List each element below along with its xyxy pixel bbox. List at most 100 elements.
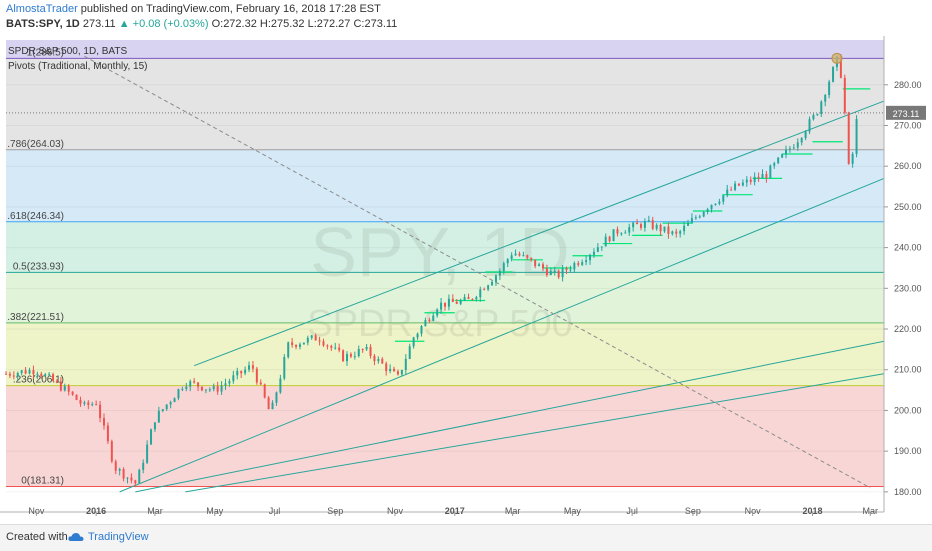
- candle-body: [773, 163, 776, 166]
- candle-body: [110, 441, 113, 462]
- candle-body: [95, 404, 98, 406]
- candle-body: [451, 298, 454, 303]
- candle-body: [706, 209, 709, 212]
- candle-body: [381, 358, 384, 364]
- price-tick-label: 200.00: [894, 405, 922, 415]
- time-tick-label: Sep: [685, 506, 701, 516]
- candle-body: [44, 374, 47, 376]
- candle-body: [855, 119, 858, 154]
- candle-body: [287, 342, 290, 358]
- chart-legend: SPDR S&P 500, 1D, BATS Pivots (Tradition…: [8, 46, 148, 72]
- candle-body: [365, 346, 368, 350]
- tradingview-cloud-icon: [68, 533, 84, 541]
- candle-body: [412, 337, 415, 347]
- time-tick-label: Jul: [269, 506, 281, 516]
- candle-body: [208, 389, 211, 391]
- candle-body: [389, 368, 392, 372]
- author-link[interactable]: AlmostaTrader: [6, 3, 78, 15]
- time-tick-label: May: [564, 506, 582, 516]
- candle-body: [561, 268, 564, 278]
- candle-body: [741, 182, 744, 186]
- symbol-line: BATS:SPY, 1D 273.11 ▲ +0.08 (+0.03%) O:2…: [6, 18, 397, 30]
- candle-body: [632, 222, 635, 228]
- candle-body: [569, 269, 572, 271]
- candle-body: [765, 174, 768, 178]
- candle-body: [467, 297, 470, 299]
- time-tick-label: Sep: [327, 506, 343, 516]
- candle-body: [639, 224, 642, 228]
- last-price: 273.11: [82, 18, 116, 30]
- candle-body: [514, 253, 517, 256]
- candle-body: [189, 381, 192, 387]
- candle-body: [428, 320, 431, 322]
- fib-band: [6, 385, 884, 487]
- candle-body: [5, 373, 7, 375]
- candle-body: [785, 149, 788, 155]
- time-tick-label: 2016: [86, 506, 106, 516]
- channel-upper-line[interactable]: [193, 100, 885, 367]
- dashed-down-line[interactable]: [84, 55, 871, 489]
- last-price-badge-text: 273.11: [893, 109, 920, 119]
- candle-body: [349, 354, 352, 357]
- candle-body: [63, 385, 66, 391]
- candle-body: [408, 346, 411, 359]
- candle-body: [757, 176, 760, 179]
- price-tick-label: 230.00: [894, 283, 922, 293]
- candle-body: [279, 378, 282, 393]
- candle-body: [596, 247, 599, 252]
- candle-body: [220, 385, 223, 392]
- candle-body: [338, 347, 341, 351]
- time-axis[interactable]: Nov 2016 Mar May Jul Sep Nov 2017 Mar May Jul Sep No…: [0, 506, 884, 516]
- candle-body: [248, 365, 251, 370]
- candle-body: [510, 255, 513, 260]
- candle-body: [498, 270, 501, 276]
- price-tick-label: 220.00: [894, 324, 922, 334]
- candle-body: [314, 335, 317, 341]
- candle-body: [541, 264, 544, 269]
- candle-body: [79, 399, 82, 404]
- candle-body: [330, 345, 333, 348]
- last-price-badge: [886, 105, 926, 120]
- time-tick-label: Mar: [863, 506, 879, 516]
- publish-info: published on TradingView.com, February 1…: [80, 3, 381, 15]
- tradingview-brand-link[interactable]: TradingView: [88, 531, 149, 543]
- trend-lower-line[interactable]: [185, 373, 885, 493]
- time-tick-label: Mar: [147, 506, 163, 516]
- fib-level-label: 1(286.5): [27, 47, 64, 58]
- chart-grid: [6, 84, 884, 493]
- candle-body: [557, 270, 560, 278]
- trend-lines[interactable]: [84, 55, 885, 493]
- candle-body: [761, 174, 764, 179]
- trend-upper-line[interactable]: [135, 340, 885, 493]
- candle-body: [346, 354, 349, 362]
- candle-body: [83, 402, 86, 404]
- candle-body: [788, 148, 791, 150]
- candle-body: [663, 226, 666, 232]
- candle-body: [404, 358, 407, 370]
- candle-body: [608, 236, 611, 242]
- candle-body: [526, 255, 529, 258]
- candle-body: [839, 56, 842, 78]
- price-tick-label: 210.00: [894, 365, 922, 375]
- fib-band-top: [6, 40, 884, 59]
- candle-body: [200, 386, 203, 391]
- candle-body: [204, 389, 207, 391]
- candle-body: [479, 289, 482, 298]
- price-axis[interactable]: 180.00 190.00 200.00 210.00 220.00 230.00 240.…: [883, 36, 932, 524]
- channel-lower-line[interactable]: [119, 177, 885, 493]
- candle-body: [177, 389, 180, 399]
- fib-levels: 0(181.31) .236(206.1) .382(221.51) 0.5(233.…: [6, 47, 884, 488]
- candle-body: [142, 462, 145, 470]
- candle-body: [40, 373, 43, 376]
- price-chart[interactable]: SPY, 1D SPDR S&P 500 0(181.31) .236(206.1…: [0, 36, 932, 524]
- candle-body: [302, 342, 305, 345]
- candle-body: [702, 211, 705, 217]
- candle-body: [655, 224, 658, 229]
- candle-body: [318, 340, 321, 342]
- candle-body: [310, 335, 313, 338]
- candle-body: [236, 370, 239, 376]
- time-tick-label: 2018: [802, 506, 822, 516]
- fib-level-label: .382(221.51): [7, 312, 64, 323]
- candle-body: [792, 147, 795, 149]
- candle-body: [216, 386, 219, 392]
